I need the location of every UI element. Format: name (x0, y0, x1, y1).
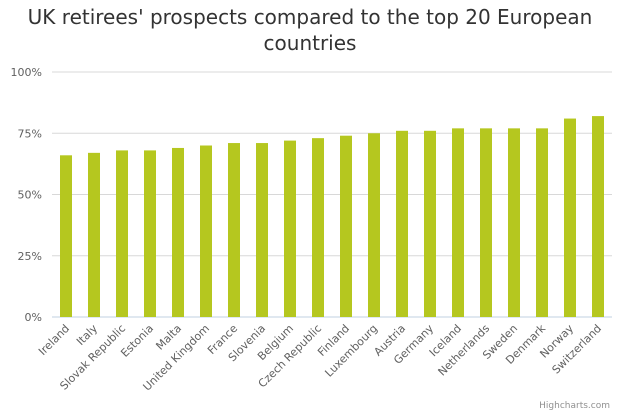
bar-iceland (452, 128, 464, 317)
y-tick-label: 0% (25, 311, 42, 324)
bar-luxembourg (368, 133, 380, 317)
bar-italy (88, 152, 100, 317)
bar-netherlands (480, 128, 492, 317)
bar-united-kingdom (200, 145, 212, 317)
bar-france (228, 143, 240, 317)
y-tick-label: 25% (18, 250, 42, 263)
gridlines (52, 71, 612, 318)
bar-austria (396, 130, 408, 317)
bar-malta (172, 147, 184, 317)
bar-estonia (144, 150, 156, 317)
bar-slovenia (256, 143, 268, 317)
chart-title-line-1: UK retirees' prospects compared to the t… (28, 5, 593, 29)
bar-slovak-republic (116, 150, 128, 317)
bar-czech-republic (312, 138, 324, 317)
y-tick-label: 75% (18, 127, 42, 140)
bar-ireland (60, 155, 72, 317)
chart-credit: Highcharts.com (539, 401, 610, 411)
bar-finland (340, 135, 352, 317)
bars (60, 116, 604, 317)
bar-germany (424, 130, 436, 317)
chart-title-line-2: countries (264, 31, 357, 55)
y-axis-ticks: 0% 25% 50% 75% 100% (11, 66, 42, 324)
y-tick-label: 100% (11, 66, 42, 79)
bar-belgium (284, 140, 296, 317)
bar-denmark (536, 128, 548, 317)
chart-title: UK retirees' prospects compared to the t… (28, 5, 593, 55)
bar-norway (564, 118, 576, 317)
bar-sweden (508, 128, 520, 317)
y-tick-label: 50% (18, 189, 42, 202)
bar-switzerland (592, 116, 604, 317)
x-tick-label: Ireland (36, 322, 72, 358)
